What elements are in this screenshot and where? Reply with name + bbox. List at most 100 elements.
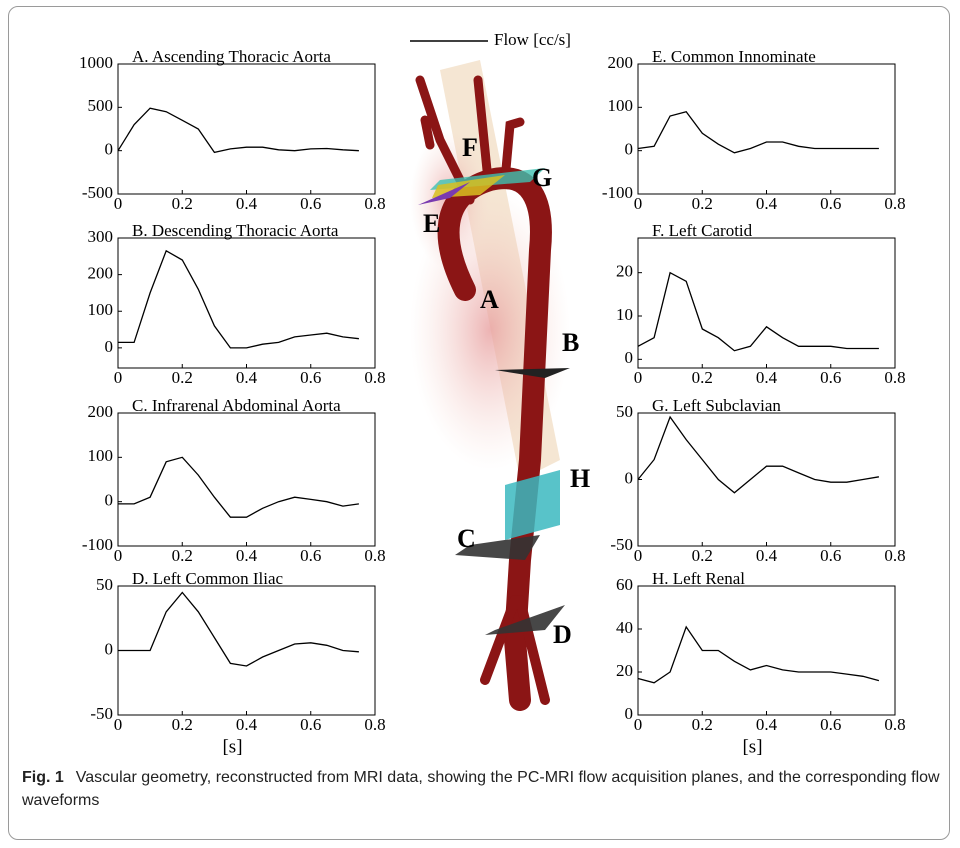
y-tick-label: 0	[105, 491, 114, 510]
x-tick-label: 0	[634, 368, 643, 387]
chart-title: C. Infrarenal Abdominal Aorta	[132, 396, 341, 415]
figure-frame	[8, 6, 950, 840]
y-tick-label: 10	[616, 305, 633, 324]
x-tick-label: 0.6	[820, 194, 841, 213]
y-tick-label: 0	[625, 348, 634, 367]
x-tick-label: 0	[114, 368, 123, 387]
y-tick-label: -50	[610, 535, 633, 554]
y-tick-label: 0	[105, 140, 114, 159]
flow-line	[117, 107, 359, 154]
y-tick-label: 50	[616, 402, 633, 421]
x-tick-label: 0.4	[236, 368, 258, 387]
flow-line	[637, 415, 880, 494]
image-label: E	[423, 209, 440, 238]
x-tick-label: 0	[114, 194, 123, 213]
y-tick-label: 0	[625, 468, 634, 487]
x-tick-label: 0	[634, 715, 643, 734]
x-tick-label: 0	[634, 194, 643, 213]
y-tick-label: 60	[616, 575, 633, 594]
x-tick-label: 0.4	[236, 194, 258, 213]
flow-line	[118, 456, 359, 518]
flow-line	[118, 591, 359, 667]
image-label: G	[532, 163, 552, 192]
x-tick-label: 0	[634, 546, 643, 565]
x-tick-label: 0.6	[300, 368, 321, 387]
x-tick-label: 0	[114, 546, 123, 565]
image-label: A	[480, 285, 499, 314]
x-tick-label: 0.2	[172, 368, 193, 387]
x-tick-label: 0.2	[172, 546, 193, 565]
y-tick-label: 100	[88, 446, 114, 465]
axes-box	[117, 412, 376, 547]
x-tick-label: 0.4	[236, 715, 258, 734]
y-tick-label: 0	[105, 639, 114, 658]
image-label: F	[462, 133, 478, 162]
x-tick-label: 0.2	[692, 715, 713, 734]
x-tick-label: 0.8	[884, 546, 905, 565]
x-tick-label: 0.6	[300, 715, 321, 734]
y-tick-label: 0	[105, 337, 114, 356]
y-tick-label: 200	[88, 402, 114, 421]
x-axis-label: [s]	[222, 736, 242, 757]
x-tick-label: 0.4	[236, 546, 258, 565]
y-tick-label: 0	[625, 704, 634, 723]
y-tick-label: 200	[88, 264, 114, 283]
x-tick-label: 0.6	[820, 715, 841, 734]
x-tick-label: 0.2	[172, 715, 193, 734]
x-tick-label: 0.2	[692, 546, 713, 565]
x-tick-label: 0.8	[364, 715, 385, 734]
x-tick-label: 0.4	[756, 546, 778, 565]
flow-line	[637, 625, 880, 684]
y-tick-label: 50	[96, 575, 113, 594]
chart-title: F. Left Carotid	[652, 221, 753, 240]
image-label: C	[457, 524, 476, 553]
x-tick-label: 0.8	[364, 194, 385, 213]
x-tick-label: 0.6	[300, 546, 321, 565]
chart-title: G. Left Subclavian	[652, 396, 781, 415]
image-label: D	[553, 620, 572, 649]
axes-box	[637, 63, 896, 195]
vessel-image	[410, 60, 570, 711]
x-tick-label: 0.6	[820, 546, 841, 565]
x-tick-label: 0.6	[820, 368, 841, 387]
y-tick-label: -50	[90, 704, 113, 723]
x-tick-label: 0.8	[884, 368, 905, 387]
chart-title: D. Left Common Iliac	[132, 569, 284, 588]
y-tick-label: 20	[616, 262, 633, 281]
y-tick-label: 0	[625, 140, 634, 159]
flow-line	[118, 249, 359, 349]
flow-line	[637, 110, 879, 154]
y-tick-label: 20	[616, 661, 633, 680]
y-tick-label: 300	[88, 227, 114, 246]
axes-box	[117, 63, 376, 195]
caption-text: Vascular geometry, reconstructed from MR…	[22, 769, 940, 809]
x-tick-label: 0.8	[364, 546, 385, 565]
image-label: B	[562, 328, 579, 357]
x-tick-label: 0.4	[756, 715, 778, 734]
axes-box	[637, 412, 896, 547]
y-tick-label: 1000	[79, 53, 113, 72]
chart-title: H. Left Renal	[652, 569, 745, 588]
legend-label: Flow [cc/s]	[494, 30, 571, 49]
figure: Flow [cc/s] A B C D E F G H A. Ascending Thoracic…	[79, 30, 906, 757]
x-tick-label: 0.2	[692, 194, 713, 213]
chart-title: E. Common Innominate	[652, 47, 816, 66]
chart-title: A. Ascending Thoracic Aorta	[132, 47, 331, 66]
axes-box	[637, 585, 896, 716]
x-tick-label: 0.8	[884, 715, 905, 734]
flow-line	[637, 271, 879, 352]
y-tick-label: 100	[608, 96, 634, 115]
y-tick-label: 500	[88, 96, 114, 115]
x-tick-label: 0.8	[884, 194, 905, 213]
y-tick-label: -100	[82, 535, 113, 554]
x-tick-label: 0.4	[756, 194, 778, 213]
x-tick-label: 0.8	[364, 368, 385, 387]
y-tick-label: 200	[608, 53, 634, 72]
y-tick-label: 100	[88, 300, 114, 319]
y-tick-label: -500	[82, 183, 113, 202]
y-tick-label: -100	[602, 183, 633, 202]
caption-label: Fig. 1	[22, 769, 64, 786]
x-axis-label: [s]	[742, 736, 762, 757]
image-label: H	[570, 464, 590, 493]
